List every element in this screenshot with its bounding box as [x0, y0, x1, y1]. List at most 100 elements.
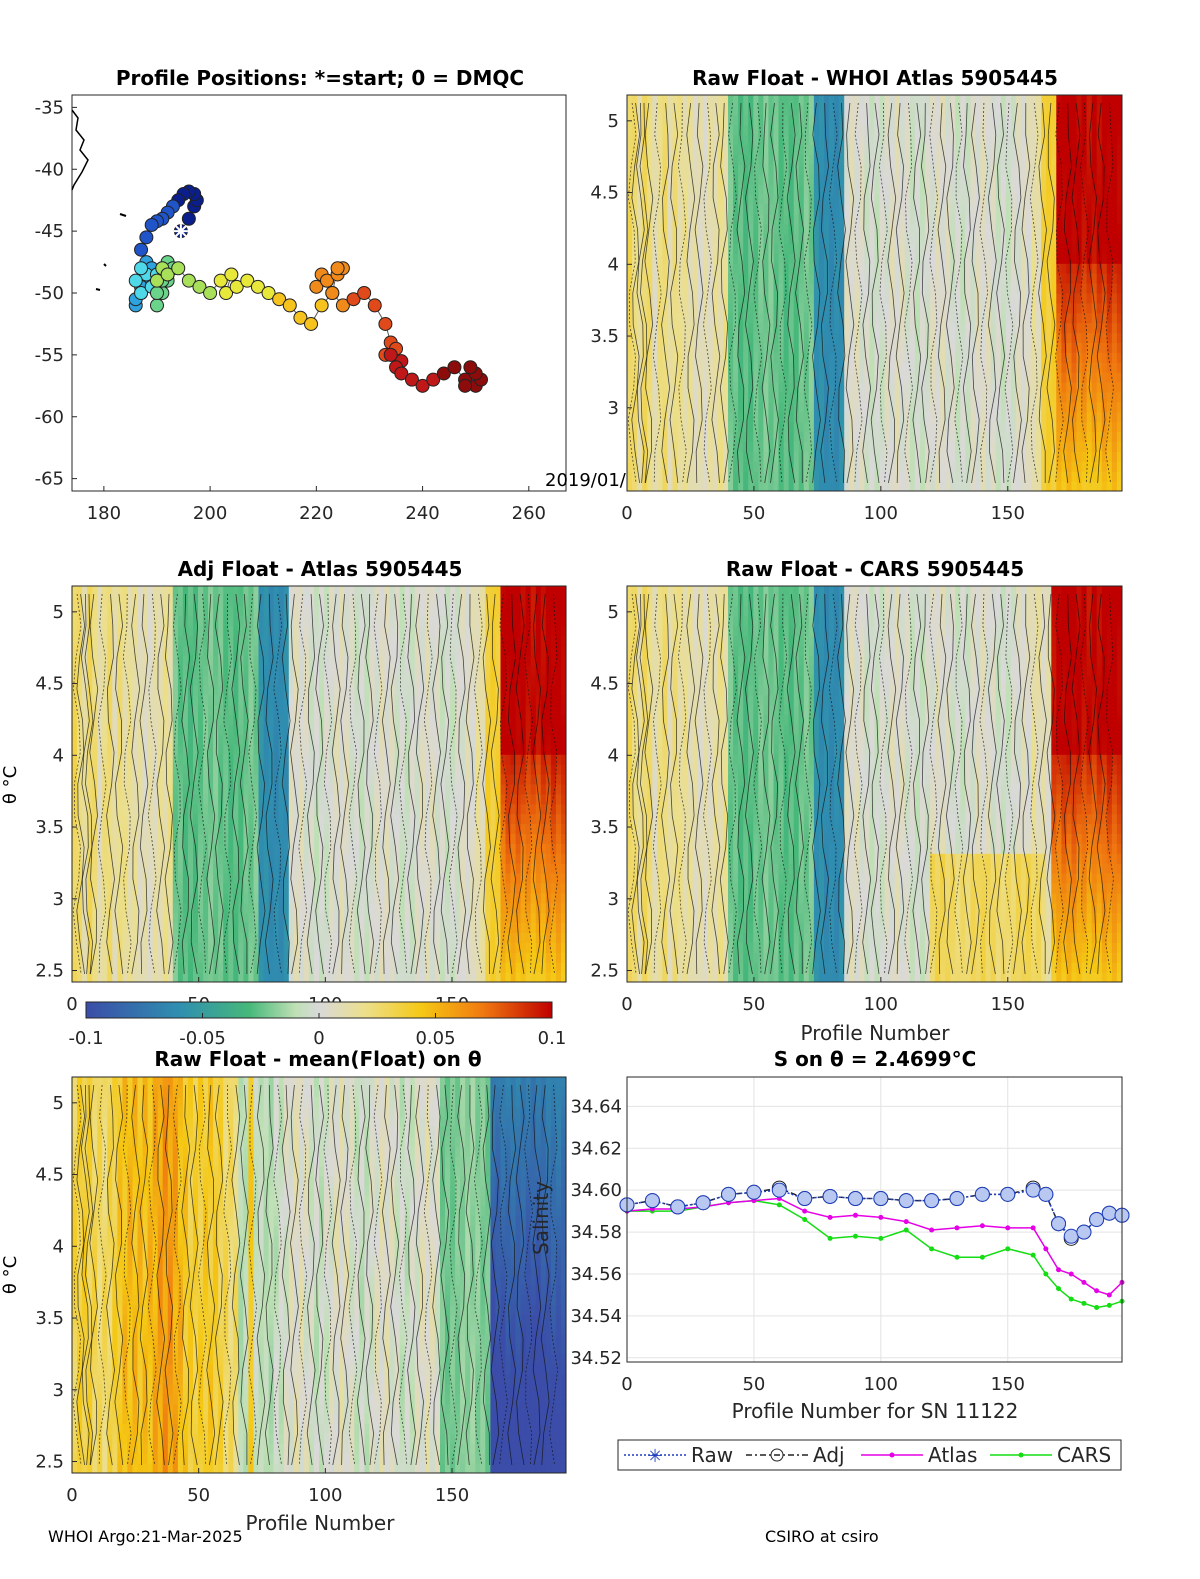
heatmap-cell [733, 184, 739, 194]
heatmap-cell [728, 184, 734, 194]
heatmap-cell [986, 362, 992, 372]
heatmap-cell [698, 174, 704, 184]
heatmap-cell [834, 461, 840, 471]
heatmap-cell [713, 224, 719, 234]
heatmap-cell [834, 333, 840, 343]
heatmap-cell [819, 125, 825, 135]
heatmap-cell [743, 362, 749, 372]
heatmap-cell [859, 234, 865, 244]
heatmap-cell [673, 412, 679, 422]
heatmap-cell [849, 471, 855, 481]
heatmap-cell [905, 273, 911, 283]
heatmap-cell [981, 392, 987, 402]
heatmap-cell [673, 224, 679, 234]
heatmap-cell [824, 442, 830, 452]
raw-whoi-title: Raw Float - WHOI Atlas 5905445 [692, 66, 1058, 90]
heatmap-cell [885, 323, 891, 333]
heatmap-cell [809, 145, 815, 155]
heatmap-cell [905, 145, 911, 155]
heatmap-cell [102, 883, 108, 893]
heatmap-cell [1087, 481, 1093, 491]
heatmap-cell [657, 115, 663, 125]
heatmap-cell [869, 224, 875, 234]
heatmap-cell [804, 303, 810, 313]
heatmap-cell [733, 323, 739, 333]
heatmap-cell [627, 372, 633, 382]
heatmap-cell [693, 105, 699, 115]
heatmap-cell [885, 461, 891, 471]
heatmap-cell [920, 313, 926, 323]
heatmap-cell [87, 873, 93, 883]
heatmap-cell [72, 596, 78, 606]
heatmap-cell [1061, 382, 1067, 392]
heatmap-cell [652, 422, 658, 432]
heatmap-cell [158, 843, 164, 853]
heatmap-cell [955, 105, 961, 115]
heatmap-cell [950, 313, 956, 323]
heatmap-cell [662, 95, 668, 105]
heatmap-cell [955, 283, 961, 293]
heatmap-cell [178, 744, 184, 754]
heatmap-cell [718, 422, 724, 432]
heatmap-cell [849, 154, 855, 164]
heatmap-cell [738, 154, 744, 164]
heatmap-cell [1026, 244, 1032, 254]
heatmap-cell [163, 794, 169, 804]
heatmap-cell [1031, 105, 1037, 115]
heatmap-cell [789, 432, 795, 442]
heatmap-cell [102, 952, 108, 962]
heatmap-cell [915, 95, 921, 105]
heatmap-cell [1026, 461, 1032, 471]
heatmap-cell [1031, 184, 1037, 194]
heatmap-cell [703, 263, 709, 273]
heatmap-cell [662, 154, 668, 164]
profile-point [283, 299, 296, 312]
heatmap-cell [859, 382, 865, 392]
heatmap-cell [854, 244, 860, 254]
heatmap-cell [950, 451, 956, 461]
heatmap-cell [799, 422, 805, 432]
heatmap-cell [955, 303, 961, 313]
heatmap-cell [713, 184, 719, 194]
heatmap-cell [1107, 382, 1113, 392]
heatmap-cell [647, 263, 653, 273]
heatmap-cell [627, 234, 633, 244]
heatmap-cell [652, 442, 658, 452]
heatmap-cell [834, 323, 840, 333]
heatmap-cell [824, 135, 830, 145]
heatmap-cell [910, 451, 916, 461]
heatmap-cell [627, 204, 633, 214]
heatmap-cell [900, 253, 906, 263]
heatmap-cell [854, 184, 860, 194]
heatmap-cell [673, 313, 679, 323]
heatmap-cell [1036, 481, 1042, 491]
heatmap-cell [683, 372, 689, 382]
heatmap-cell [784, 343, 790, 353]
heatmap-cell [991, 323, 997, 333]
heatmap-cell [875, 402, 881, 412]
ytick-label: 4.5 [590, 183, 619, 204]
heatmap-cell [728, 352, 734, 362]
heatmap-cell [657, 214, 663, 224]
heatmap-cell [996, 105, 1002, 115]
heatmap-cell [733, 362, 739, 372]
heatmap-cell [82, 824, 88, 834]
heatmap-cell [753, 343, 759, 353]
heatmap-cell [117, 715, 123, 725]
heatmap-cell [839, 481, 845, 491]
heatmap-cell [844, 442, 850, 452]
heatmap-cell [920, 432, 926, 442]
heatmap-cell [965, 253, 971, 263]
heatmap-cell [819, 382, 825, 392]
heatmap-cell [1016, 313, 1022, 323]
xtick-label: 50 [742, 503, 765, 524]
heatmap-cell [678, 194, 684, 204]
heatmap-cell [905, 283, 911, 293]
heatmap-cell [1006, 194, 1012, 204]
heatmap-cell [733, 422, 739, 432]
heatmap-cell [112, 942, 118, 952]
heatmap-cell [117, 675, 123, 685]
heatmap-cell [854, 402, 860, 412]
heatmap-cell [72, 655, 78, 665]
heatmap-cell [854, 95, 860, 105]
